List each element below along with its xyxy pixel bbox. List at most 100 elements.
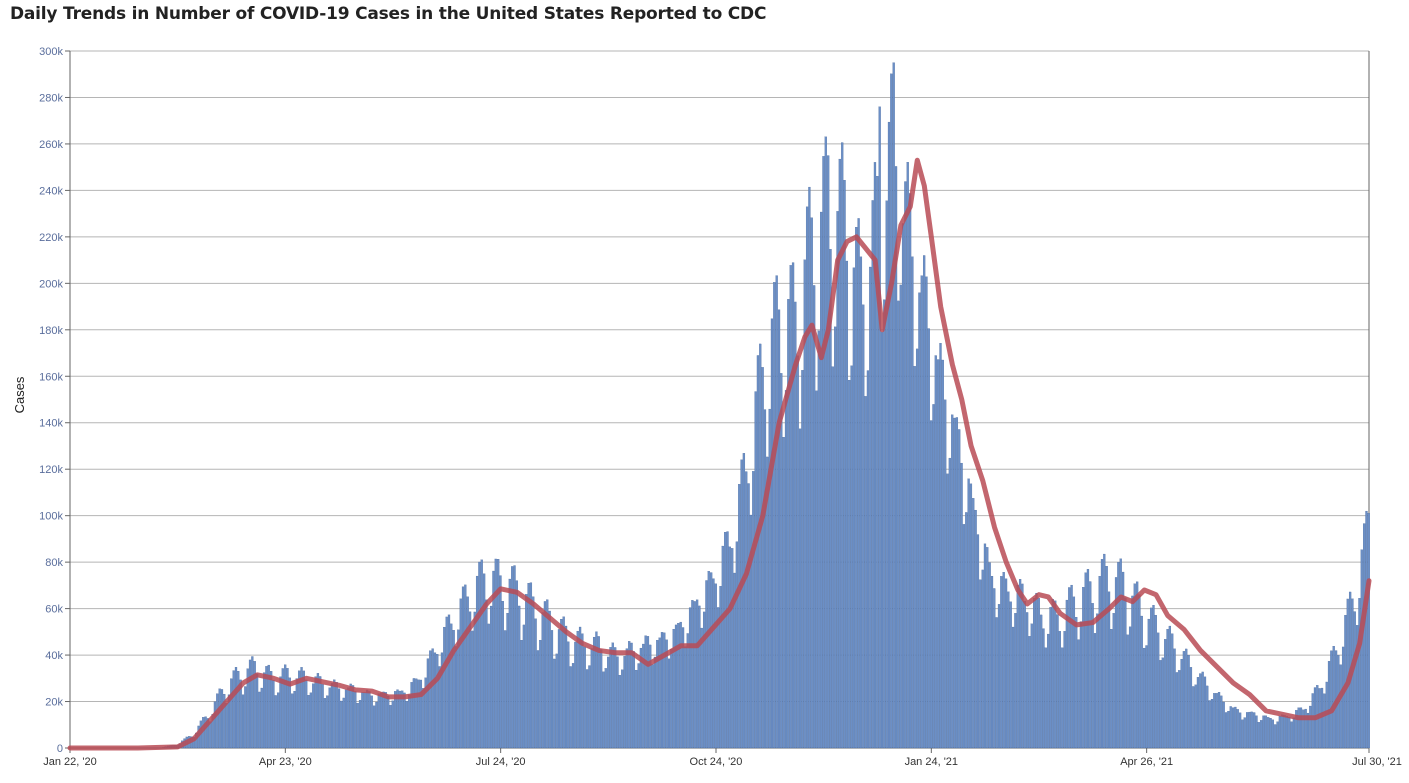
daily-case-bar <box>225 703 228 749</box>
daily-case-bar <box>702 611 706 749</box>
daily-case-bar <box>660 632 664 749</box>
daily-case-bar <box>1016 584 1019 749</box>
daily-case-bar <box>1171 633 1174 749</box>
daily-case-bar <box>1231 707 1235 749</box>
daily-case-bar <box>1297 707 1300 749</box>
daily-case-bar <box>913 366 916 749</box>
daily-case-bar <box>1175 672 1179 749</box>
daily-case-bar <box>766 456 769 749</box>
daily-case-bar <box>817 330 820 749</box>
daily-case-bar <box>798 428 802 749</box>
daily-case-bar <box>1306 712 1310 749</box>
daily-case-bar <box>314 676 317 749</box>
daily-case-bar <box>230 678 233 749</box>
daily-case-bar <box>653 656 657 749</box>
daily-case-bar <box>375 701 378 749</box>
daily-case-bar <box>658 637 661 749</box>
daily-case-bar <box>1299 707 1303 749</box>
daily-case-bar <box>265 666 268 749</box>
daily-case-bar <box>1185 648 1188 749</box>
daily-case-bar <box>571 663 575 749</box>
daily-case-bar <box>1168 625 1172 749</box>
daily-case-bar <box>845 260 849 749</box>
daily-case-bar <box>258 691 261 749</box>
daily-case-bar <box>747 483 750 749</box>
daily-case-bar <box>330 682 334 749</box>
daily-case-bar <box>408 694 411 749</box>
daily-case-bar <box>1276 721 1279 749</box>
daily-case-bar <box>379 692 383 749</box>
daily-case-bar <box>382 691 385 749</box>
daily-case-bar <box>1241 719 1244 749</box>
daily-case-bar <box>1201 671 1204 749</box>
daily-case-bar <box>337 688 341 749</box>
daily-case-bar <box>983 543 987 749</box>
daily-case-bar <box>284 664 287 749</box>
daily-case-bar <box>546 599 549 749</box>
daily-case-bar <box>487 623 490 749</box>
daily-case-bar <box>1077 639 1080 749</box>
daily-case-bar <box>972 498 975 749</box>
daily-case-bar <box>1126 634 1129 749</box>
daily-case-bar <box>777 309 781 749</box>
daily-case-bar <box>1147 618 1150 749</box>
daily-case-bar <box>232 670 235 749</box>
daily-case-bar <box>710 572 713 749</box>
daily-case-bar <box>897 300 900 749</box>
daily-case-bar <box>288 677 291 749</box>
daily-case-bar <box>534 618 537 749</box>
daily-case-bar <box>946 473 949 749</box>
daily-case-bar <box>1320 687 1324 749</box>
daily-case-bar <box>1365 510 1368 749</box>
daily-case-bar <box>1215 693 1218 749</box>
daily-case-bar <box>616 656 619 749</box>
daily-case-bar <box>485 599 488 749</box>
daily-case-bar <box>473 611 476 749</box>
y-tick-label: 280k <box>39 92 63 104</box>
y-tick-label: 40k <box>45 650 63 662</box>
daily-case-bar <box>688 607 692 749</box>
daily-case-bar <box>1283 715 1286 749</box>
daily-case-bar <box>1271 719 1274 749</box>
daily-case-bar <box>1210 699 1214 749</box>
daily-case-bar <box>1257 722 1260 749</box>
daily-case-bar <box>1152 605 1155 749</box>
daily-case-bar <box>754 391 757 749</box>
daily-case-bar <box>906 162 909 749</box>
daily-case-bar <box>391 700 394 749</box>
daily-case-bar <box>831 366 834 749</box>
daily-case-bar <box>684 646 687 749</box>
daily-case-bar <box>960 462 963 749</box>
daily-case-bar <box>714 583 717 749</box>
daily-case-bar <box>724 532 727 749</box>
daily-case-bar <box>433 652 437 749</box>
y-tick-label: 260k <box>39 139 63 151</box>
daily-case-bar <box>1056 614 1059 749</box>
daily-case-bar <box>1166 629 1169 749</box>
daily-case-bar <box>1131 595 1134 749</box>
daily-case-bar <box>218 688 221 749</box>
daily-case-bar <box>976 534 980 749</box>
daily-case-bar <box>838 158 841 749</box>
daily-case-bar <box>927 328 930 749</box>
y-tick-label: 220k <box>39 232 63 244</box>
daily-case-bar <box>611 642 614 749</box>
daily-case-bar <box>892 62 895 749</box>
daily-case-bar <box>958 429 961 749</box>
daily-case-bar <box>1093 633 1097 749</box>
daily-case-bar <box>745 471 748 749</box>
daily-case-bar <box>1217 692 1221 749</box>
daily-case-bar <box>585 669 589 749</box>
daily-case-bar <box>1086 569 1090 749</box>
daily-case-bar <box>691 600 694 749</box>
y-tick-label: 120k <box>39 464 63 476</box>
daily-case-bar <box>642 643 645 749</box>
daily-case-bar <box>740 459 743 749</box>
daily-case-bar <box>679 621 682 749</box>
daily-case-bar <box>1112 613 1115 749</box>
daily-case-bar <box>883 299 886 749</box>
daily-case-bar <box>410 682 413 749</box>
daily-case-bar <box>733 572 736 749</box>
daily-case-bar <box>209 721 212 749</box>
